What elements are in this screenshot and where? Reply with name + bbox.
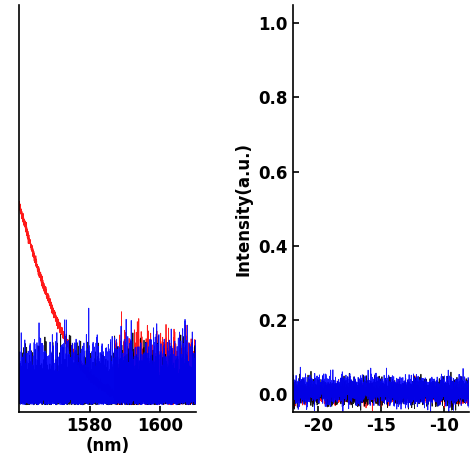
Y-axis label: Intensity(a.u.): Intensity(a.u.) — [235, 142, 253, 275]
X-axis label: (nm): (nm) — [85, 437, 129, 455]
